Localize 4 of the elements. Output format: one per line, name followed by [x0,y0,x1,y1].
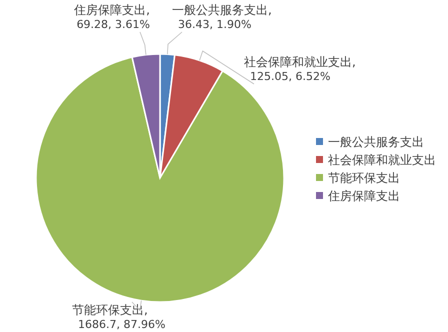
legend-label: 节能环保支出 [328,171,400,185]
legend-label: 住房保障支出 [327,189,400,203]
legend-label: 一般公共服务支出 [328,135,424,149]
legend-label: 社会保障和就业支出 [328,153,436,167]
